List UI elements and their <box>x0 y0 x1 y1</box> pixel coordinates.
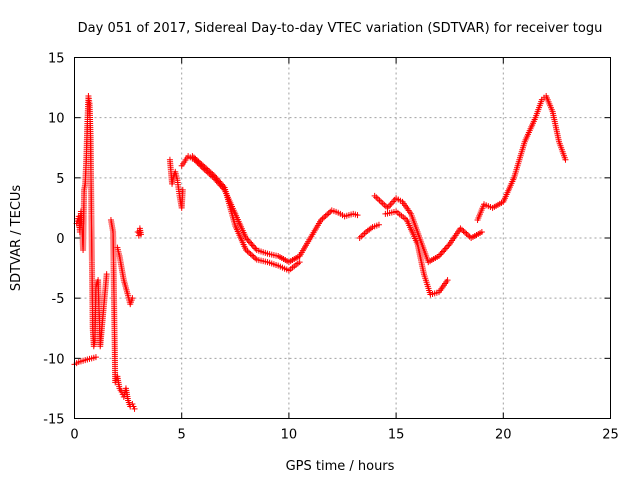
data-points <box>71 93 569 412</box>
grid-lines <box>74 57 611 419</box>
series-arc_f <box>382 208 451 298</box>
data-point-trace <box>440 248 446 255</box>
series-arc_a <box>178 153 303 266</box>
series-arc_g <box>474 93 569 223</box>
data-point-trace <box>246 249 253 256</box>
series-group_4p5 <box>166 156 186 211</box>
series-arc_d <box>356 221 382 241</box>
data-point-trace <box>463 230 470 237</box>
x-tick-label: 25 <box>602 428 619 443</box>
data-point-trace <box>442 245 449 252</box>
series-arc_e <box>371 192 485 266</box>
series-early_baseline <box>71 354 99 368</box>
x-tick-label: 20 <box>495 428 512 443</box>
data-point-trace <box>248 241 255 248</box>
data-point-trace <box>322 212 329 219</box>
data-point <box>137 231 144 238</box>
data-point-trace <box>438 250 445 257</box>
series-arc_c <box>296 207 361 260</box>
x-tick-label: 0 <box>70 428 78 443</box>
data-point-trace <box>251 244 258 251</box>
y-tick-label: 10 <box>48 112 65 127</box>
data-point-trace <box>324 211 331 218</box>
y-axis-label: SDTVAR / TECUs <box>9 185 24 292</box>
data-point <box>92 354 99 361</box>
x-axis-label: GPS time / hours <box>286 459 395 474</box>
data-point <box>444 277 451 284</box>
data-point <box>129 295 136 302</box>
data-point-trace <box>249 242 256 249</box>
data-point <box>354 212 361 219</box>
series-early_spikes <box>73 93 110 350</box>
series-arc_b <box>189 153 303 274</box>
series-group_1p8 <box>107 216 138 412</box>
data-point-trace <box>460 228 467 235</box>
y-tick-label: -5 <box>52 292 65 307</box>
y-tick-label: -15 <box>43 413 64 428</box>
data-point-trace <box>247 251 254 258</box>
x-tick-label: 15 <box>388 428 405 443</box>
x-tick-label: 5 <box>178 428 186 443</box>
data-point-trace <box>462 229 469 236</box>
x-tick-label: 10 <box>281 428 298 443</box>
data-point-trace <box>247 239 254 246</box>
data-point <box>296 259 303 266</box>
series-group_2p2 <box>114 244 136 308</box>
series-group_3 <box>134 225 144 239</box>
data-point-trace <box>250 253 257 260</box>
y-tick-label: -10 <box>43 352 64 367</box>
data-point <box>179 186 186 193</box>
data-point-trace <box>321 214 328 221</box>
data-point <box>478 228 485 235</box>
data-point <box>131 405 138 412</box>
chart-title: Day 051 of 2017, Sidereal Day-to-day VTE… <box>78 21 603 36</box>
y-tick-label: 5 <box>56 172 64 187</box>
data-point <box>375 221 382 228</box>
data-point-trace <box>245 238 252 245</box>
data-point <box>103 271 110 278</box>
data-point-trace <box>327 208 334 215</box>
data-point <box>562 156 569 163</box>
data-point-trace <box>249 252 256 259</box>
y-tick-label: 15 <box>48 52 65 67</box>
data-point-trace <box>319 215 326 222</box>
axis-ticks: 0 5 10 15 20 25 -15 -10 -5 0 5 10 15 <box>43 52 619 443</box>
y-tick-label: 0 <box>56 232 64 247</box>
data-point-trace <box>444 244 451 251</box>
data-point-trace <box>441 247 448 254</box>
data-point-trace <box>325 210 332 217</box>
